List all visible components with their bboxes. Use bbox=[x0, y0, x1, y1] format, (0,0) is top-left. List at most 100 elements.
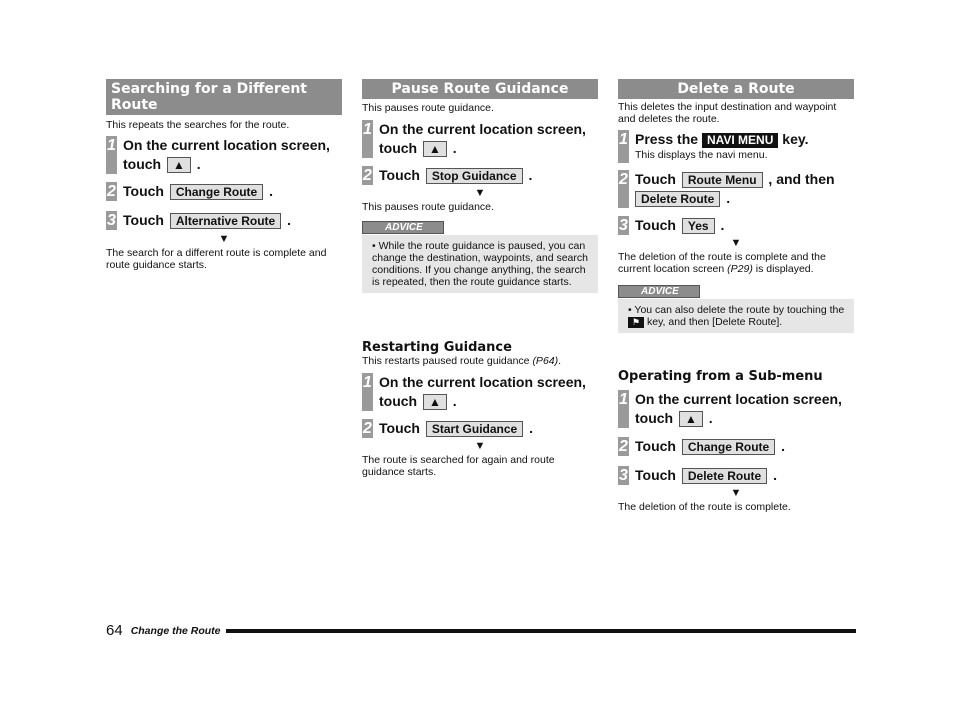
period: . bbox=[720, 217, 725, 233]
up-arrow-key: ▲ bbox=[167, 157, 191, 173]
advice-box: • You can also delete the route by touch… bbox=[618, 299, 854, 333]
advice-label: ADVICE bbox=[618, 285, 700, 298]
step-number: 2 bbox=[362, 166, 373, 185]
yes-key: Yes bbox=[681, 218, 715, 234]
period: . bbox=[529, 420, 533, 436]
result-arrow-icon: ▼ bbox=[218, 233, 230, 245]
subsection-title: Operating from a Sub-menu bbox=[618, 369, 823, 384]
result-text: This pauses route guidance. bbox=[362, 201, 494, 213]
step-number: 1 bbox=[362, 373, 373, 411]
footer-section-title: Change the Route bbox=[130, 624, 221, 637]
result-arrow-icon: ▼ bbox=[730, 237, 742, 249]
step-text: Touch bbox=[123, 183, 164, 199]
up-arrow-key: ▲ bbox=[423, 141, 447, 157]
step-text: Touch bbox=[635, 438, 676, 454]
step-2: 2 Touch Route Menu , and then Delete Route… bbox=[618, 170, 854, 208]
start-guidance-key: Start Guidance bbox=[425, 421, 524, 437]
delete-route-key: Delete Route bbox=[635, 191, 721, 207]
result-text: The search for a different route is comp… bbox=[106, 247, 327, 271]
section-title: Pause Route Guidance bbox=[362, 79, 598, 99]
step-text: Touch bbox=[379, 420, 420, 436]
result-arrow-icon: ▼ bbox=[730, 487, 742, 499]
step-1: 1 On the current location screen, touch ▲… bbox=[362, 373, 598, 411]
step-text: On the current location screen, touch bbox=[379, 374, 586, 409]
step-note: This displays the navi menu. bbox=[635, 149, 768, 161]
step-number: 2 bbox=[362, 419, 373, 438]
step-text: Touch bbox=[635, 171, 676, 187]
period: . bbox=[452, 140, 457, 156]
result-sentence-end: is displayed. bbox=[755, 263, 814, 275]
step-text: Touch bbox=[635, 217, 676, 233]
middle-column: Pause Route Guidance This pauses route g… bbox=[362, 79, 598, 499]
step-1: 1 On the current location screen, touch ▲… bbox=[106, 136, 342, 174]
advice-text-end: key, and then [Delete Route]. bbox=[647, 316, 783, 328]
page-reference-link[interactable]: (P64) bbox=[532, 355, 559, 367]
intro-text: This restarts paused route guidance (P64… bbox=[362, 355, 598, 367]
page-reference-link[interactable]: (P29) bbox=[727, 263, 753, 275]
advice-text: • You can also delete the route by touch… bbox=[628, 304, 845, 316]
step-number: 3 bbox=[618, 216, 629, 235]
step-3: 3 Touch Delete Route . bbox=[618, 466, 854, 485]
period: . bbox=[558, 355, 562, 367]
intro-text: This deletes the input destination and w… bbox=[618, 101, 837, 125]
period: . bbox=[773, 467, 777, 483]
step-1: 1 On the current location screen, touch ▲… bbox=[362, 120, 598, 158]
step-text: On the current location screen, touch bbox=[635, 391, 842, 426]
step-text: Press the bbox=[635, 131, 699, 147]
period: . bbox=[781, 438, 785, 454]
subsection-title: Restarting Guidance bbox=[362, 340, 512, 355]
step-text: Touch bbox=[635, 467, 676, 483]
step-number: 2 bbox=[618, 437, 629, 456]
change-route-key: Change Route bbox=[169, 184, 264, 200]
change-route-key: Change Route bbox=[681, 439, 776, 455]
step-number: 2 bbox=[618, 170, 629, 208]
section-title: Searching for a Different Route bbox=[106, 79, 342, 115]
section-title: Delete a Route bbox=[618, 79, 854, 99]
page-footer: 64 Change the Route bbox=[106, 622, 856, 639]
route-menu-key: Route Menu bbox=[681, 172, 763, 188]
step-text: On the current location screen, touch bbox=[379, 121, 586, 156]
step-3: 3 Touch Yes . bbox=[618, 216, 854, 235]
step-text-end: key. bbox=[782, 131, 809, 147]
step-text-mid: , and then bbox=[768, 171, 835, 187]
stop-guidance-key: Stop Guidance bbox=[425, 168, 523, 184]
delete-route-key: Delete Route bbox=[681, 468, 768, 484]
advice-box: • While the route guidance is paused, yo… bbox=[362, 235, 598, 293]
footer-rule bbox=[225, 628, 856, 633]
period: . bbox=[708, 410, 713, 426]
step-number: 1 bbox=[106, 136, 117, 174]
advice-label: ADVICE bbox=[362, 221, 444, 234]
step-2: 2 Touch Change Route . bbox=[618, 437, 854, 456]
intro-text: This pauses route guidance. bbox=[362, 102, 494, 114]
right-column: Delete a Route This deletes the input de… bbox=[618, 79, 854, 529]
result-arrow-icon: ▼ bbox=[474, 440, 486, 452]
up-arrow-key: ▲ bbox=[679, 411, 703, 427]
result-arrow-icon: ▼ bbox=[474, 187, 486, 199]
step-1: 1 Press the NAVI MENU key. This displays t… bbox=[618, 130, 854, 163]
period: . bbox=[196, 156, 201, 172]
period: . bbox=[528, 167, 533, 183]
step-number: 1 bbox=[362, 120, 373, 158]
alternative-route-key: Alternative Route bbox=[169, 213, 282, 229]
step-number: 1 bbox=[618, 390, 629, 428]
intro-sentence: This restarts paused route guidance bbox=[362, 355, 530, 367]
step-2: 2 Touch Stop Guidance . bbox=[362, 166, 598, 185]
result-text: The deletion of the route is complete. bbox=[618, 501, 791, 513]
step-number: 3 bbox=[618, 466, 629, 485]
step-2: 2 Touch Start Guidance . bbox=[362, 419, 598, 438]
period: . bbox=[452, 393, 457, 409]
step-3: 3 Touch Alternative Route . bbox=[106, 211, 342, 230]
step-text: Touch bbox=[379, 167, 420, 183]
step-number: 3 bbox=[106, 211, 117, 230]
period: . bbox=[726, 190, 731, 206]
step-2: 2 Touch Change Route . bbox=[106, 182, 342, 201]
step-1: 1 On the current location screen, touch ▲… bbox=[618, 390, 854, 428]
intro-text: This repeats the searches for the route. bbox=[106, 119, 290, 131]
page-number: 64 bbox=[106, 622, 123, 639]
navi-menu-key: NAVI MENU bbox=[701, 133, 779, 148]
step-number: 1 bbox=[618, 130, 629, 163]
step-number: 2 bbox=[106, 182, 117, 201]
period: . bbox=[287, 212, 291, 228]
result-text: The deletion of the route is complete an… bbox=[618, 251, 854, 275]
